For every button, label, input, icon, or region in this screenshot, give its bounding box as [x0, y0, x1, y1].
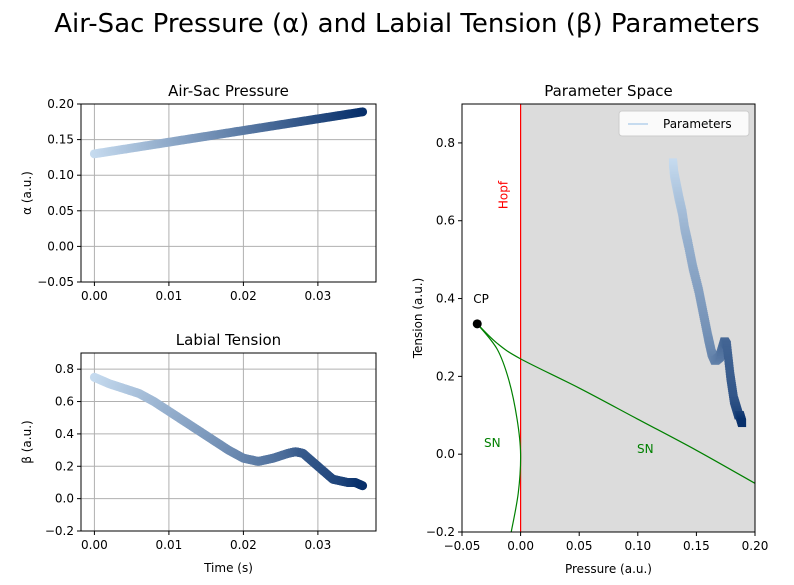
legend: Parameters	[618, 110, 750, 137]
labial-tension-chart: 0.00 0.01 0.02 0.03 −0.2 0.0 0.2 0.4 0.6 0.8 Labia…	[20, 331, 377, 575]
x-tick-label: 0.05	[566, 539, 593, 553]
y-tick-label: 0.0	[55, 492, 74, 506]
plot-frame	[461, 103, 756, 533]
x-tick-label: 0.00	[507, 539, 534, 553]
plot-area	[472, 104, 755, 532]
chart-title: Labial Tension	[176, 331, 281, 349]
x-tick-label: 0.02	[230, 289, 257, 303]
x-tick-label: 0.00	[81, 289, 108, 303]
x-tick-label: 0.01	[156, 538, 183, 552]
x-tick-label: 0.03	[305, 538, 332, 552]
x-axis-label: Time (s)	[203, 561, 253, 575]
y-axis-label: α (a.u.)	[20, 171, 34, 215]
x-tick-label: 0.03	[305, 289, 332, 303]
y-tick-label: 0.2	[436, 369, 455, 383]
y-tick-label: 0.2	[55, 459, 74, 473]
y-tick-label: 0.4	[436, 292, 455, 306]
data-point	[358, 481, 368, 491]
y-tick-label: −0.2	[426, 525, 455, 539]
x-tick-label: 0.15	[683, 539, 710, 553]
cusp-label: CP	[473, 292, 489, 306]
legend-label: Parameters	[663, 117, 732, 131]
y-tick-label: 0.05	[47, 204, 74, 218]
parameter-space-chart: CP Hopf SN SN Parameters −0.05 0.00 0.05 0.10 0.1…	[411, 82, 768, 576]
y-axis-label: Tension (a.u.)	[411, 278, 425, 360]
trajectory-point	[738, 419, 747, 428]
sn-curve-upper	[476, 323, 755, 484]
y-tick-label: 0.8	[436, 136, 455, 150]
plot-area	[89, 107, 368, 159]
x-axis-label: Pressure (a.u.)	[565, 562, 652, 576]
y-axis-label: β (a.u.)	[20, 420, 34, 463]
x-tick-label: 0.20	[742, 539, 769, 553]
air-sac-pressure-chart: 0.00 0.01 0.02 0.03 −0.05 0.00 0.05 0.10 0.15 0.2…	[20, 82, 377, 303]
x-tick-label: 0.02	[230, 538, 257, 552]
figure-suptitle: Air-Sac Pressure (α) and Labial Tension …	[54, 9, 759, 39]
y-tick-label: 0.20	[47, 97, 74, 111]
plot-frame	[80, 103, 377, 283]
sn-curve-lower	[476, 323, 522, 532]
cusp-point	[472, 319, 482, 329]
y-tick-label: 0.15	[47, 133, 74, 147]
y-tick-label: −0.2	[45, 524, 74, 538]
y-tick-label: 0.00	[47, 239, 74, 253]
y-tick-label: −0.05	[37, 275, 74, 289]
legend-box	[618, 110, 750, 137]
hopf-label: Hopf	[497, 180, 511, 209]
data-point	[358, 107, 368, 117]
chart-title: Air-Sac Pressure	[168, 82, 289, 100]
sn-label-lower: SN	[484, 436, 501, 450]
y-tick-label: 0.0	[436, 447, 455, 461]
x-tick-label: 0.01	[156, 289, 183, 303]
x-tick-label: 0.10	[624, 539, 651, 553]
plot-frame	[80, 352, 377, 532]
y-tick-label: 0.10	[47, 168, 74, 182]
x-tick-label: 0.00	[81, 538, 108, 552]
y-tick-label: 0.8	[55, 362, 74, 376]
chart-title: Parameter Space	[544, 82, 673, 100]
y-tick-label: 0.6	[55, 395, 74, 409]
oscillation-region	[520, 104, 755, 532]
x-tick-label: −0.05	[444, 539, 481, 553]
sn-label-upper: SN	[637, 442, 654, 456]
y-tick-label: 0.6	[436, 214, 455, 228]
plot-area	[89, 372, 368, 491]
y-tick-label: 0.4	[55, 427, 74, 441]
